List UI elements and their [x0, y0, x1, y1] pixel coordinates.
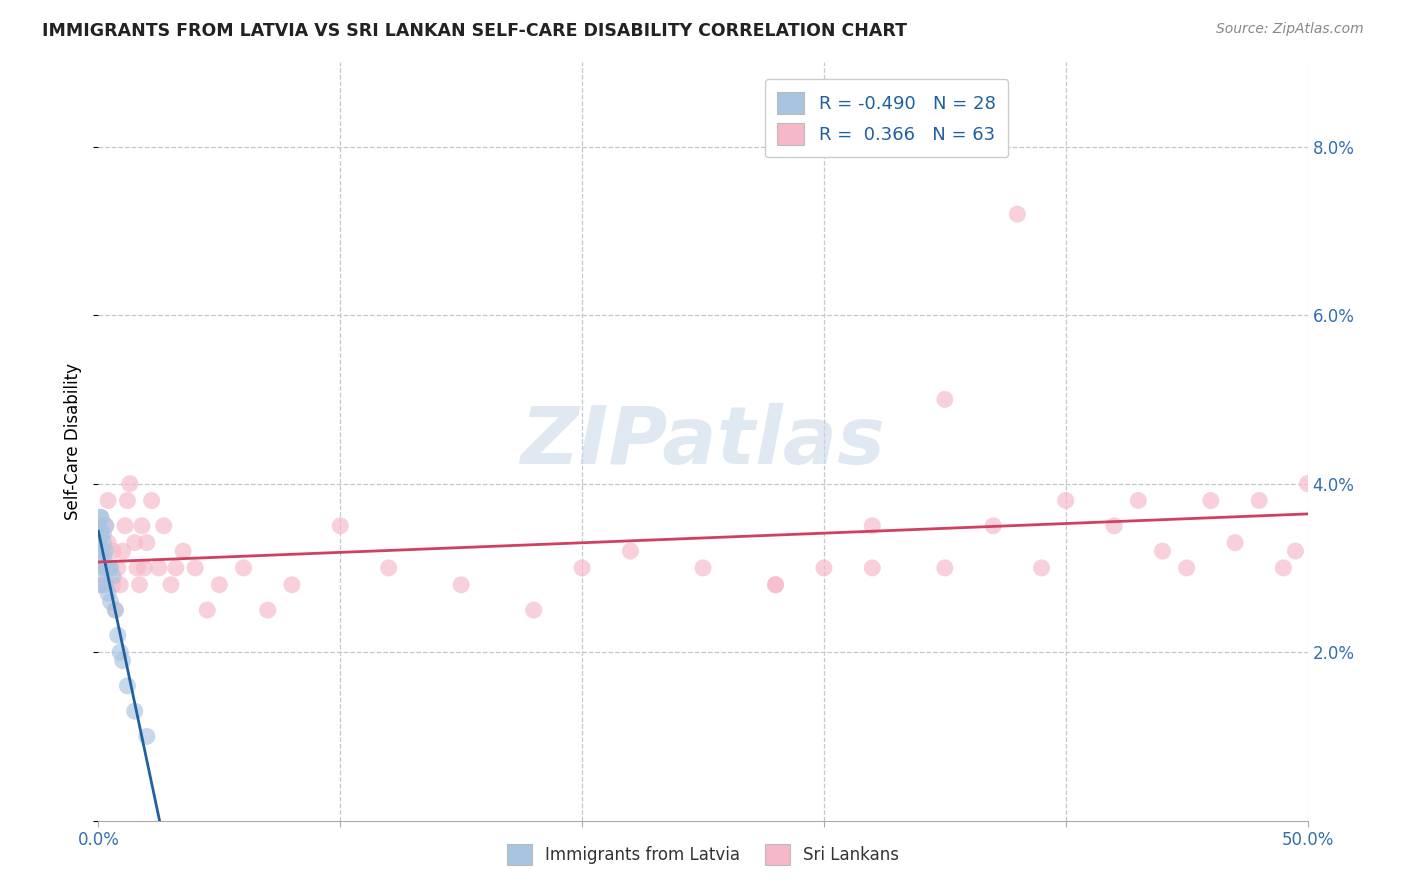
Point	[1031, 561, 1053, 575]
Point	[571, 561, 593, 575]
Point	[281, 578, 304, 592]
Point	[141, 493, 163, 508]
Point	[860, 518, 883, 533]
Point	[117, 493, 139, 508]
Point	[94, 561, 117, 575]
Point	[195, 603, 218, 617]
Point	[208, 578, 231, 592]
Point	[450, 578, 472, 592]
Point	[90, 578, 112, 592]
Point	[329, 518, 352, 533]
Point	[1152, 544, 1174, 558]
Point	[101, 544, 124, 558]
Point	[1249, 493, 1271, 508]
Point	[101, 578, 124, 592]
Point	[765, 578, 787, 592]
Point	[117, 679, 139, 693]
Text: IMMIGRANTS FROM LATVIA VS SRI LANKAN SELF-CARE DISABILITY CORRELATION CHART: IMMIGRANTS FROM LATVIA VS SRI LANKAN SEL…	[42, 22, 907, 40]
Point	[114, 518, 136, 533]
Point	[934, 561, 956, 575]
Point	[127, 561, 149, 575]
Point	[148, 561, 170, 575]
Point	[135, 535, 157, 549]
Point	[100, 561, 122, 575]
Point	[1175, 561, 1198, 575]
Point	[91, 535, 114, 549]
Point	[94, 518, 117, 533]
Point	[87, 518, 110, 533]
Point	[108, 645, 131, 659]
Point	[172, 544, 194, 558]
Point	[90, 510, 112, 524]
Point	[128, 578, 150, 592]
Point	[523, 603, 546, 617]
Point	[90, 578, 112, 592]
Point	[91, 552, 114, 566]
Point	[1272, 561, 1295, 575]
Y-axis label: Self-Care Disability: Self-Care Disability	[65, 363, 83, 520]
Point	[107, 561, 129, 575]
Point	[100, 594, 122, 608]
Point	[184, 561, 207, 575]
Point	[160, 578, 183, 592]
Point	[101, 569, 124, 583]
Point	[104, 603, 127, 617]
Point	[90, 561, 112, 575]
Point	[104, 603, 127, 617]
Point	[91, 527, 114, 541]
Point	[94, 561, 117, 575]
Point	[108, 578, 131, 592]
Point	[111, 544, 134, 558]
Point	[1102, 518, 1125, 533]
Point	[94, 544, 117, 558]
Text: ZIPatlas: ZIPatlas	[520, 402, 886, 481]
Point	[97, 586, 120, 600]
Point	[91, 561, 114, 575]
Point	[1296, 476, 1319, 491]
Point	[100, 561, 122, 575]
Point	[1199, 493, 1222, 508]
Point	[1007, 207, 1029, 221]
Point	[90, 544, 112, 558]
Point	[152, 518, 174, 533]
Point	[1054, 493, 1077, 508]
Legend: Immigrants from Latvia, Sri Lankans: Immigrants from Latvia, Sri Lankans	[498, 836, 908, 873]
Point	[134, 561, 156, 575]
Point	[135, 730, 157, 744]
Point	[97, 561, 120, 575]
Point	[131, 518, 153, 533]
Point	[90, 527, 112, 541]
Point	[813, 561, 835, 575]
Point	[87, 535, 110, 549]
Point	[97, 535, 120, 549]
Point	[94, 578, 117, 592]
Point	[111, 654, 134, 668]
Text: Source: ZipAtlas.com: Source: ZipAtlas.com	[1216, 22, 1364, 37]
Point	[860, 561, 883, 575]
Point	[765, 578, 787, 592]
Point	[619, 544, 641, 558]
Point	[692, 561, 714, 575]
Point	[90, 510, 112, 524]
Point	[981, 518, 1004, 533]
Point	[91, 544, 114, 558]
Point	[256, 603, 278, 617]
Point	[934, 392, 956, 407]
Point	[94, 518, 117, 533]
Point	[124, 704, 146, 718]
Point	[1223, 535, 1246, 549]
Point	[165, 561, 187, 575]
Point	[1284, 544, 1306, 558]
Point	[97, 493, 120, 508]
Point	[118, 476, 141, 491]
Point	[232, 561, 254, 575]
Point	[377, 561, 399, 575]
Point	[1128, 493, 1150, 508]
Point	[107, 628, 129, 642]
Point	[91, 578, 114, 592]
Point	[124, 535, 146, 549]
